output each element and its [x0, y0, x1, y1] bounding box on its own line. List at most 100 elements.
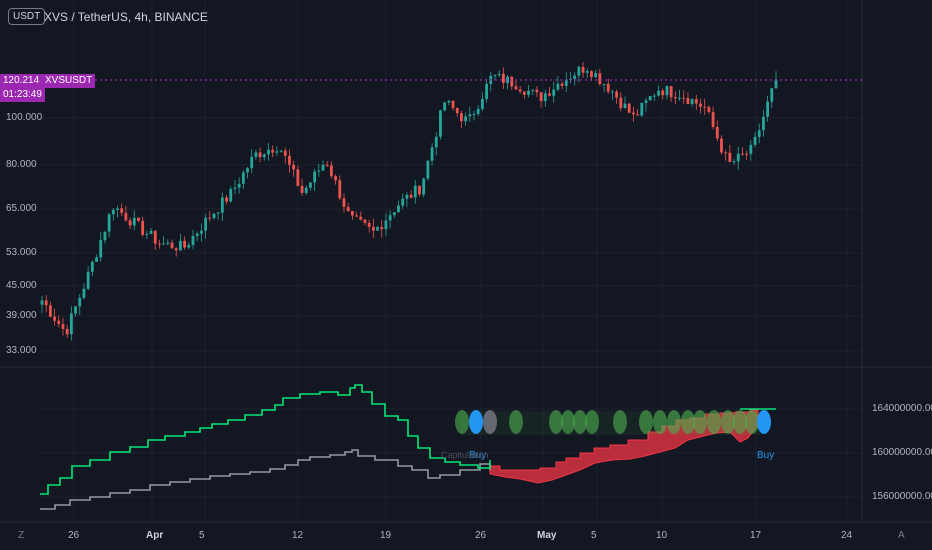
candle-body: [430, 147, 434, 161]
candle-body: [179, 240, 182, 251]
candle-body: [485, 83, 488, 100]
price-axis-label: 80.000: [6, 159, 37, 170]
candle-body: [288, 155, 291, 165]
current-price-tag: 120.214: [0, 74, 43, 88]
auto-scale-button[interactable]: A: [898, 530, 905, 541]
candle-body: [418, 185, 421, 195]
candle-body: [770, 88, 774, 102]
zoom-button[interactable]: Z: [18, 530, 25, 541]
candle-body: [309, 182, 312, 188]
green-signal-dot: [613, 410, 627, 434]
price-axis-label: 45.000: [6, 280, 37, 291]
candle-body: [65, 328, 69, 335]
candle-body: [57, 320, 61, 324]
candle-body: [657, 90, 660, 96]
candle-body: [53, 316, 56, 321]
green-signal-dot: [585, 410, 599, 434]
candle-body: [640, 102, 644, 116]
price-axis-label: 65.000: [6, 203, 37, 214]
time-axis-label: 17: [750, 530, 762, 541]
candle-body: [703, 106, 707, 108]
candle-body: [78, 297, 82, 307]
candle-body: [594, 73, 598, 78]
green-signal-dot: [667, 410, 681, 434]
candle-body: [346, 206, 350, 212]
candle-body: [199, 230, 203, 234]
candle-body: [124, 212, 128, 221]
candle-body: [636, 114, 639, 116]
candle-body: [481, 99, 484, 109]
candle-body: [749, 144, 753, 154]
candle-body: [237, 183, 241, 188]
time-axis-label: 24: [841, 530, 853, 541]
indicator-axis-label: 160000000.00: [872, 447, 932, 458]
candle-body: [262, 154, 266, 158]
candle-body: [501, 73, 505, 84]
candle-body: [90, 261, 94, 272]
candle-body: [128, 220, 132, 226]
candle-body: [590, 71, 593, 78]
green-signal-dot: [733, 410, 747, 434]
candle-body: [216, 212, 220, 214]
candle-body: [283, 150, 287, 156]
candle-body: [258, 152, 262, 158]
time-axis-label: 26: [475, 530, 487, 541]
candle-body: [170, 242, 174, 249]
candle-body: [736, 153, 740, 162]
candle-body: [141, 220, 145, 235]
candle-body: [208, 217, 212, 219]
candle-body: [317, 170, 321, 172]
candle-body: [191, 235, 195, 246]
candle-body: [397, 205, 400, 213]
candle-body: [401, 198, 405, 206]
green-signal-dot: [693, 410, 707, 434]
time-axis-label: 5: [591, 530, 597, 541]
time-axis-label: 12: [292, 530, 304, 541]
candle-body: [615, 91, 619, 98]
candle-body: [174, 248, 178, 251]
candle-body: [518, 89, 522, 92]
candle-body: [699, 103, 702, 107]
currency-badge[interactable]: USDT: [8, 8, 46, 25]
candle-body: [132, 217, 136, 226]
price-axis-label: 39.000: [6, 310, 37, 321]
candle-body: [359, 216, 363, 220]
candle-body: [439, 110, 442, 137]
candle-body: [598, 73, 602, 85]
candle-body: [447, 100, 451, 103]
candle-body: [153, 230, 157, 244]
candle-body: [535, 89, 539, 93]
candle-body: [69, 313, 73, 335]
candle-body: [464, 116, 468, 122]
candle-body: [602, 83, 606, 85]
candle-body: [107, 214, 111, 232]
capitulation-label: Capitulation: [441, 450, 489, 460]
symbol-title[interactable]: XVS / TetherUS, 4h, BINANCE: [44, 10, 208, 24]
candle-body: [40, 300, 44, 305]
candle-body: [405, 194, 409, 199]
candle-body: [766, 101, 770, 117]
candle-body: [581, 66, 585, 73]
candle-body: [506, 76, 509, 84]
candle-body: [577, 66, 581, 76]
candle-body: [694, 99, 698, 104]
candle-body: [409, 194, 413, 198]
candle-body: [149, 230, 153, 234]
candle-body: [728, 152, 732, 163]
candle-body: [711, 112, 715, 127]
candle-body: [267, 149, 270, 155]
blue-signal-dot: [757, 410, 771, 434]
candle-body: [648, 96, 652, 101]
candle-body: [95, 257, 98, 262]
candle-body: [631, 112, 635, 115]
candle-body: [468, 114, 472, 117]
candle-body: [619, 97, 623, 109]
candle-body: [225, 197, 228, 202]
candle-body: [48, 305, 52, 317]
candle-body: [137, 217, 140, 221]
green-signal-dot: [707, 410, 721, 434]
candle-body: [741, 153, 744, 155]
candle-body: [720, 138, 723, 153]
green-signal-dot: [653, 410, 667, 434]
